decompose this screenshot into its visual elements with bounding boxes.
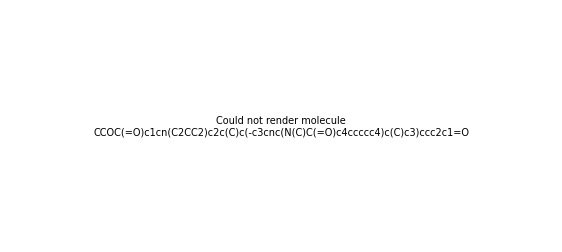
Text: Could not render molecule
CCOC(=O)c1cn(C2CC2)c2c(C)c(-c3cnc(N(C)C(=O)c4ccccc4)c(: Could not render molecule CCOC(=O)c1cn(C… <box>93 115 469 137</box>
